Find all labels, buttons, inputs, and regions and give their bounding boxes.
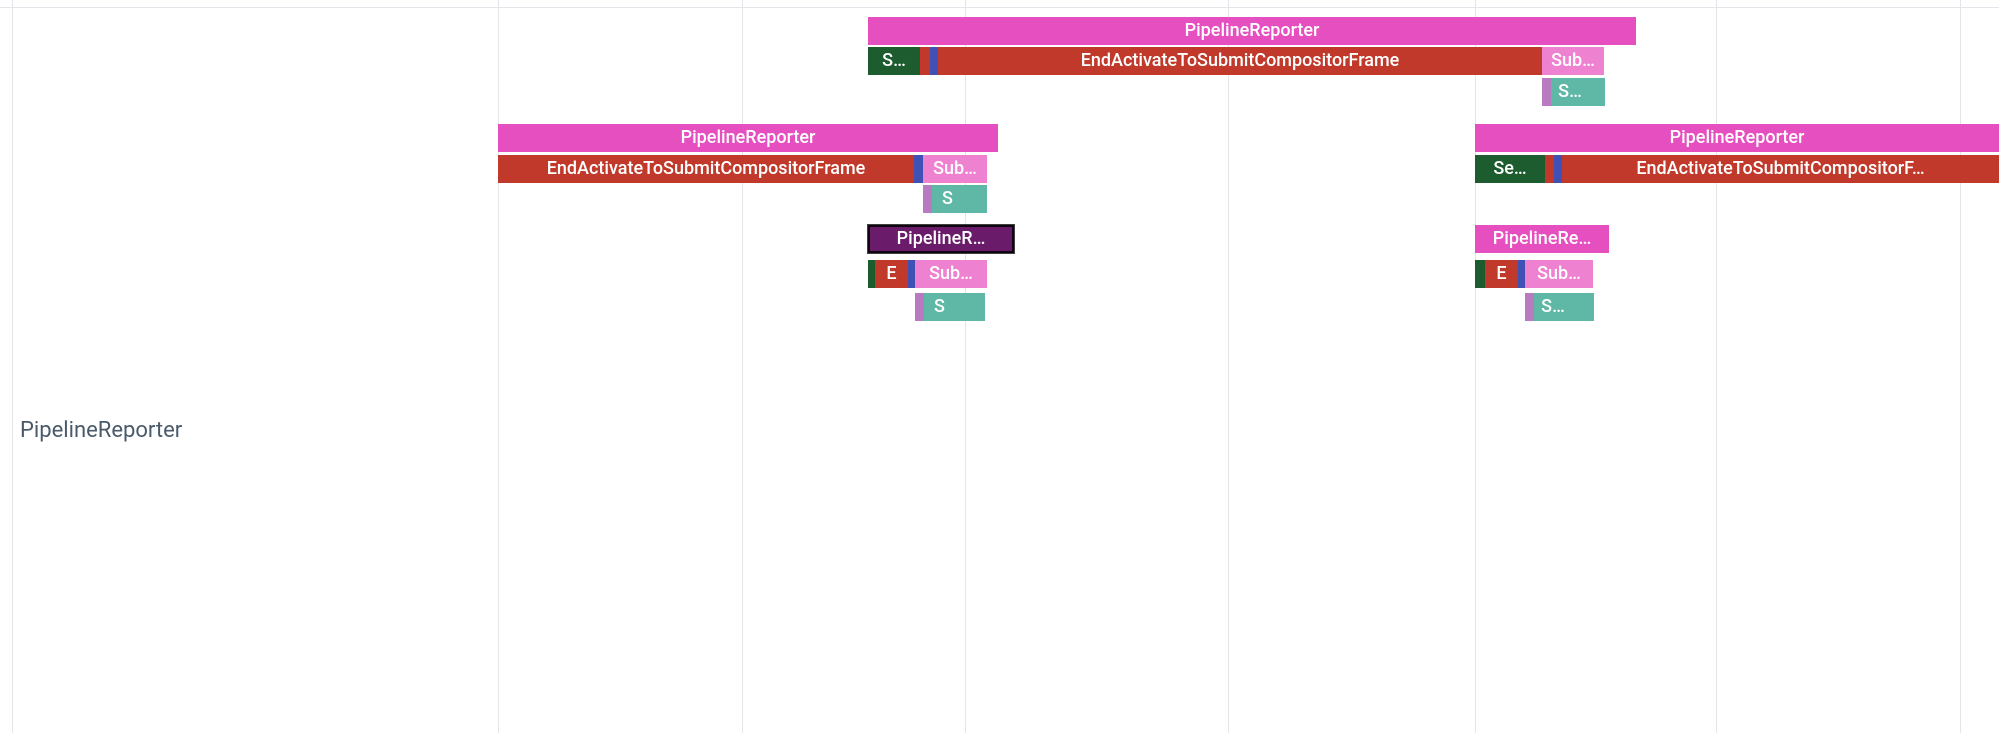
trace-slice[interactable]: E [875,260,908,288]
trace-slice[interactable]: EndActivateToSubmitCompositorFrame [498,155,914,183]
trace-slice[interactable]: S… [1534,293,1572,321]
trace-slice[interactable]: PipelineRe… [1475,225,1609,253]
trace-slice[interactable] [955,293,985,321]
trace-slice[interactable]: E [1485,260,1518,288]
trace-slice[interactable]: EndActivateToSubmitCompositorF… [1562,155,1999,183]
track-label[interactable]: PipelineReporter [20,418,182,443]
trace-slice[interactable]: S… [868,47,920,75]
trace-slice[interactable]: Se… [1475,155,1545,183]
gridline-vertical [742,0,743,733]
trace-slice[interactable] [1525,293,1534,321]
flamegraph-canvas[interactable]: PipelineReporterPipelineReporterS…EndAct… [0,0,1999,733]
trace-slice[interactable]: S [924,293,955,321]
trace-slice[interactable]: S… [1551,78,1589,106]
trace-slice[interactable]: Sub… [1542,47,1604,75]
trace-slice[interactable] [923,185,932,213]
trace-slice[interactable] [1545,155,1554,183]
trace-slice[interactable]: EndActivateToSubmitCompositorFrame [938,47,1542,75]
trace-slice[interactable]: S [932,185,963,213]
trace-slice[interactable] [1475,260,1485,288]
trace-slice[interactable] [914,155,923,183]
trace-slice[interactable]: Sub… [1525,260,1593,288]
gridline-vertical [1716,0,1717,733]
trace-slice[interactable]: PipelineReporter [1475,124,1999,152]
trace-slice[interactable]: Sub… [923,155,987,183]
gridline-vertical [965,0,966,733]
gridline-vertical [12,0,13,733]
trace-slice[interactable] [1572,293,1594,321]
trace-slice[interactable]: PipelineReporter [498,124,998,152]
gridline-vertical [1960,0,1961,733]
trace-slice[interactable] [915,293,924,321]
trace-slice[interactable]: Sub… [915,260,987,288]
gridline-vertical [1475,0,1476,733]
trace-slice[interactable] [930,47,938,75]
trace-slice[interactable]: PipelineReporter [868,17,1636,45]
trace-slice[interactable]: PipelineR… [868,225,1014,253]
gridline-horizontal [0,7,1999,8]
gridline-vertical [498,0,499,733]
trace-slice[interactable] [1589,78,1605,106]
trace-slice[interactable] [1542,78,1551,106]
trace-slice[interactable] [920,47,930,75]
track-label-text: PipelineReporter [20,418,182,443]
gridline-vertical [1228,0,1229,733]
trace-slice[interactable] [963,185,987,213]
trace-slice[interactable] [1554,155,1562,183]
